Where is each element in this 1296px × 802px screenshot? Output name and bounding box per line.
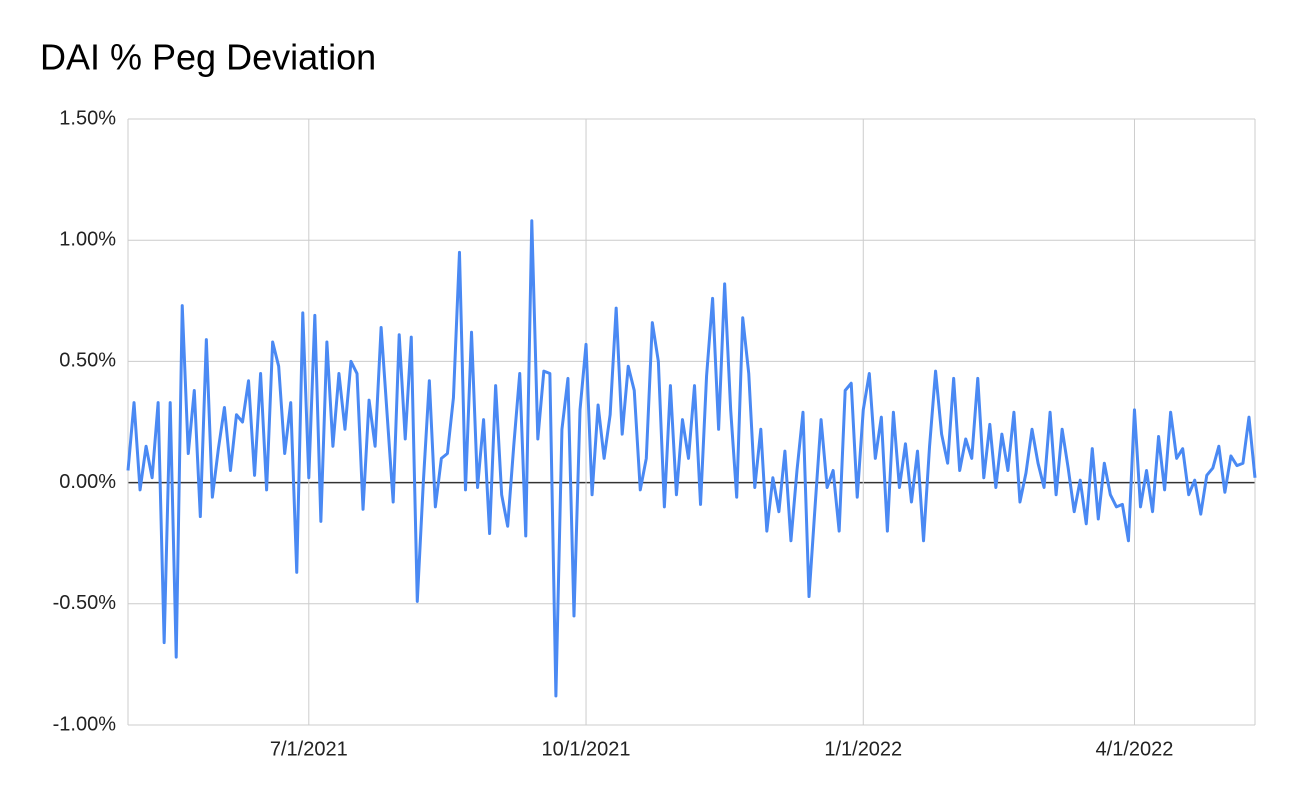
x-tick-label: 1/1/2022 xyxy=(824,738,902,760)
y-tick-label: 1.00% xyxy=(59,228,116,250)
y-tick-label: -0.50% xyxy=(53,592,117,614)
x-tick-label: 10/1/2021 xyxy=(542,738,631,760)
x-tick-label: 4/1/2022 xyxy=(1096,738,1174,760)
y-tick-label: 0.00% xyxy=(59,471,116,493)
chart-title: DAI % Peg Deviation xyxy=(40,37,376,78)
y-tick-label: 0.50% xyxy=(59,350,116,372)
y-tick-label: 1.50% xyxy=(59,107,116,129)
y-tick-label: -1.00% xyxy=(53,713,117,735)
x-tick-label: 7/1/2021 xyxy=(270,738,348,760)
data-line xyxy=(126,219,1257,698)
